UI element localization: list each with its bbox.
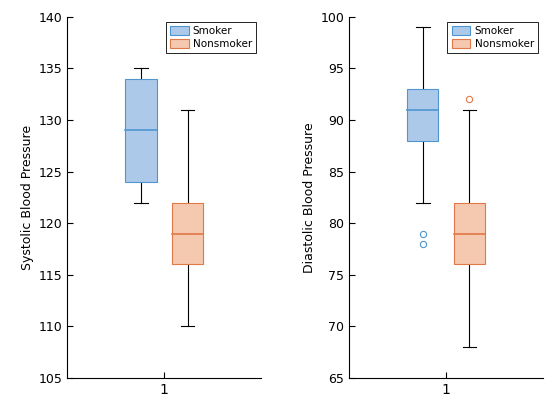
Legend: Smoker, Nonsmoker: Smoker, Nonsmoker: [166, 22, 256, 53]
FancyBboxPatch shape: [125, 79, 157, 182]
FancyBboxPatch shape: [454, 202, 485, 265]
Y-axis label: Diastolic Blood Pressure: Diastolic Blood Pressure: [303, 122, 316, 273]
Y-axis label: Systolic Blood Pressure: Systolic Blood Pressure: [21, 125, 34, 270]
Legend: Smoker, Nonsmoker: Smoker, Nonsmoker: [447, 22, 538, 53]
FancyBboxPatch shape: [407, 89, 438, 141]
FancyBboxPatch shape: [172, 202, 203, 265]
